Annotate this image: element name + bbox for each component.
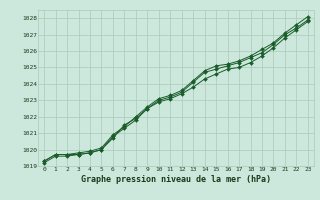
X-axis label: Graphe pression niveau de la mer (hPa): Graphe pression niveau de la mer (hPa) — [81, 175, 271, 184]
